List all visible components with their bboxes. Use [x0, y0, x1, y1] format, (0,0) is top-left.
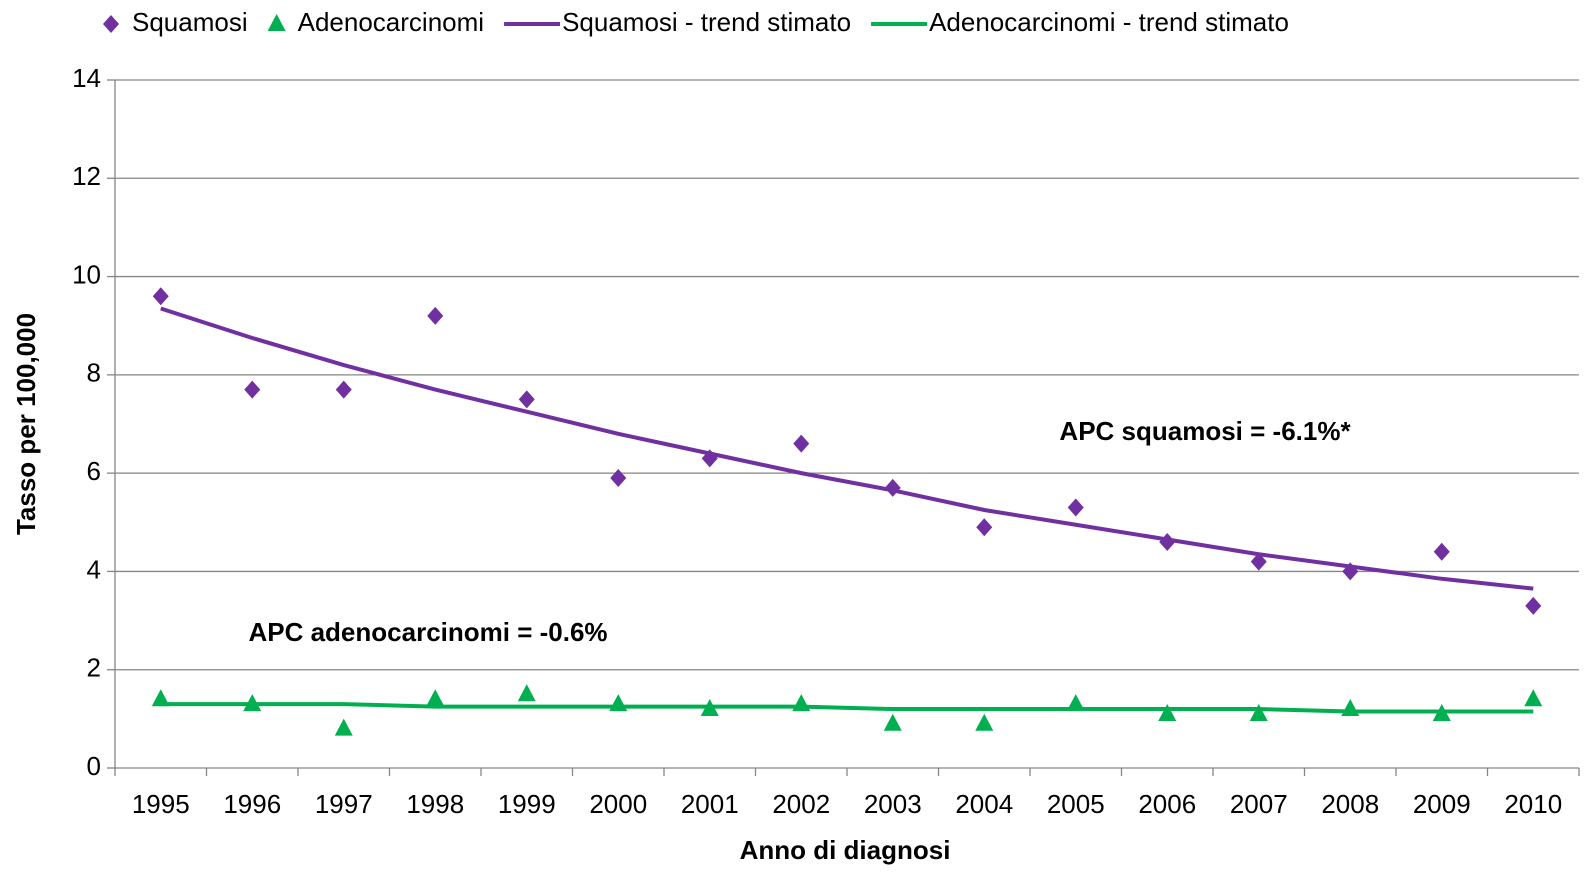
legend-label: Squamosi - trend stimato	[562, 7, 851, 37]
triangle-marker	[517, 684, 536, 702]
diamond-marker	[976, 518, 993, 537]
triangle-marker	[334, 718, 353, 736]
triangle-marker	[883, 713, 902, 731]
triangle-marker	[975, 713, 994, 731]
diamond-marker	[335, 380, 352, 399]
y-axis-label: Tasso per 100,000	[11, 313, 41, 535]
annotation: APC adenocarcinomi = -0.6%	[248, 617, 607, 647]
y-tick-label: 6	[87, 456, 101, 486]
diamond-marker	[518, 390, 535, 409]
annotation: APC squamosi = -6.1%*	[1059, 416, 1351, 446]
x-tick-label: 2007	[1230, 789, 1288, 819]
y-tick-label: 12	[72, 161, 101, 191]
diamond-marker	[1067, 498, 1084, 517]
diamond-marker	[427, 306, 444, 325]
triangle-marker	[267, 14, 286, 31]
triangle-marker	[1249, 703, 1268, 721]
triangle-marker	[426, 689, 445, 707]
x-axis-label: Anno di diagnosi	[740, 835, 951, 865]
y-tick-label: 2	[87, 653, 101, 683]
y-tick-label: 10	[72, 259, 101, 289]
x-tick-label: 2002	[772, 789, 830, 819]
legend-label: Adenocarcinomi	[298, 7, 484, 37]
legend-label: Adenocarcinomi - trend stimato	[929, 7, 1289, 37]
diamond-marker	[103, 15, 119, 33]
trend-line	[160, 306, 1534, 591]
y-tick-label: 8	[87, 358, 101, 388]
x-tick-label: 1995	[132, 789, 190, 819]
diamond-marker	[1250, 552, 1267, 571]
x-tick-label: 2009	[1413, 789, 1471, 819]
x-tick-label: 1997	[315, 789, 373, 819]
triangle-marker	[151, 689, 170, 707]
x-tick-label: 2008	[1321, 789, 1379, 819]
triangle-marker	[1066, 694, 1085, 712]
diamond-marker	[1433, 542, 1450, 561]
triangle-marker	[1524, 689, 1543, 707]
x-tick-label: 1996	[223, 789, 281, 819]
triangle-marker	[1158, 703, 1177, 721]
x-tick-label: 2001	[681, 789, 739, 819]
y-tick-label: 14	[72, 63, 101, 93]
legend-label: Squamosi	[132, 7, 248, 37]
trend-line	[160, 702, 1534, 714]
x-tick-label: 1998	[406, 789, 464, 819]
x-tick-label: 2003	[864, 789, 922, 819]
y-tick-label: 0	[87, 751, 101, 781]
diamond-marker	[244, 380, 261, 399]
x-tick-label: 1999	[498, 789, 556, 819]
x-tick-label: 2010	[1504, 789, 1562, 819]
y-tick-label: 4	[87, 554, 101, 584]
x-tick-label: 2000	[589, 789, 647, 819]
diamond-marker	[793, 434, 810, 453]
x-tick-label: 2004	[955, 789, 1013, 819]
x-tick-label: 2006	[1138, 789, 1196, 819]
diamond-marker	[1525, 596, 1542, 615]
diamond-marker	[610, 469, 627, 488]
x-tick-label: 2005	[1047, 789, 1105, 819]
diamond-marker	[152, 287, 169, 306]
